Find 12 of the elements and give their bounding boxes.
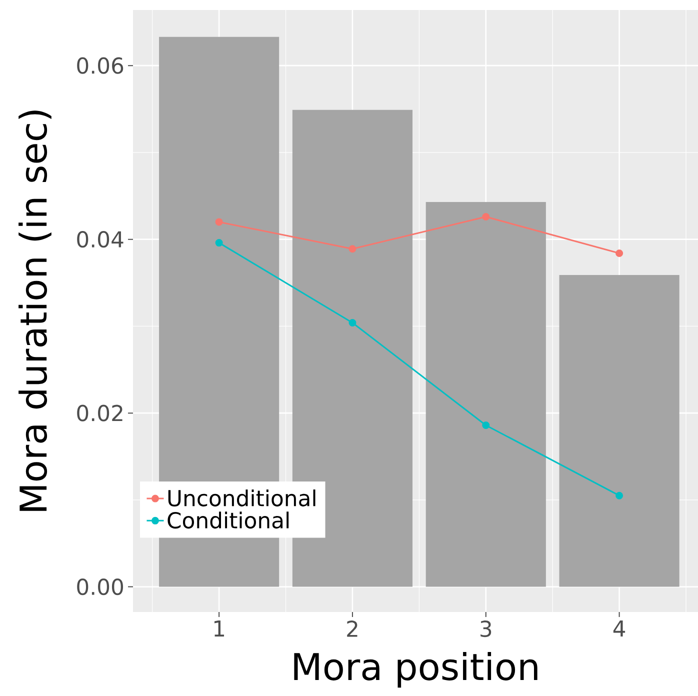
- x-tick-label: 3: [480, 620, 492, 638]
- y-tick-label: 0.04: [77, 231, 124, 248]
- x-tick-label: 2: [347, 620, 358, 637]
- x-axis-title: Mora position: [294, 652, 538, 688]
- legend-label: Unconditional: [168, 489, 316, 506]
- y-tick-label: 0.06: [77, 57, 124, 74]
- x-tick-label: 1: [214, 620, 224, 636]
- legend-label: Conditional: [168, 512, 289, 529]
- y-axis-title: Mora duration (in sec): [18, 110, 52, 511]
- y-tick-label: 0.02: [77, 404, 122, 422]
- x-tick-label: 4: [613, 620, 626, 636]
- y-tick-label: 0.00: [77, 578, 124, 596]
